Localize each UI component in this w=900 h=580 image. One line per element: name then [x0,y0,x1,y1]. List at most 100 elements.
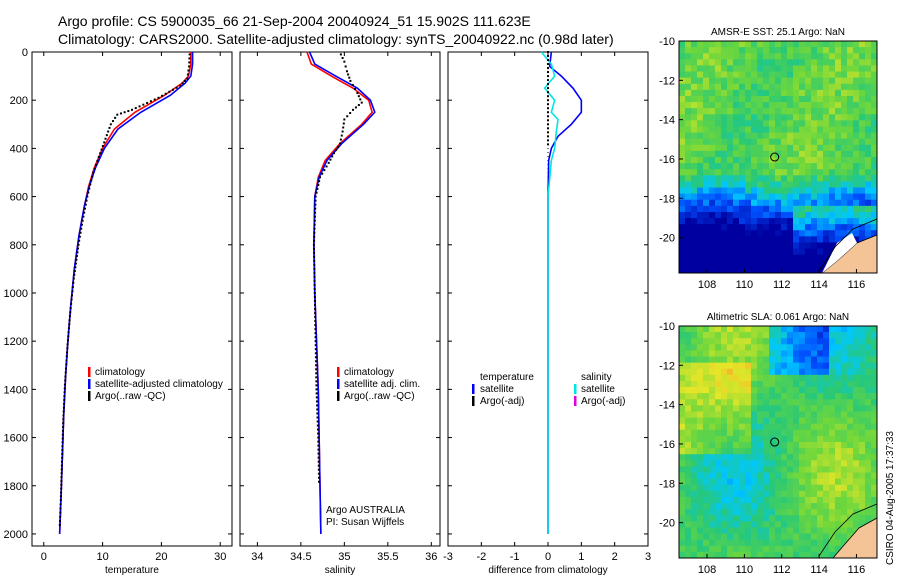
argo-point [327,161,330,164]
argo-point [314,348,317,351]
argo-point [89,183,92,186]
argo-point [313,279,316,282]
argo-point [547,119,549,122]
argo-point [179,84,182,87]
argo-point [87,191,90,194]
argo-point [96,159,99,162]
argo-point [317,452,320,455]
argo-point [69,311,72,314]
argo-point [317,436,320,439]
argo-point [547,75,549,78]
y-tick-label: 1200 [4,336,28,348]
argo-point [313,219,316,222]
argo-point [323,169,326,172]
argo-point [58,519,61,522]
argo-point [60,472,63,475]
x-tick-label: 112 [773,564,791,576]
legend-label: satellite [480,384,514,395]
argo-point [77,243,80,246]
argo-point [61,456,64,459]
argo-point [317,468,320,471]
argo-point [334,148,337,151]
argo-point [314,352,317,355]
legend-label: Argo(-adj) [480,396,524,407]
y-tick-label: 1800 [4,481,28,493]
argo-point [547,55,549,58]
argo-point [123,111,126,114]
argo-point [63,398,66,401]
argo-point [80,223,83,226]
argo-point [83,207,86,210]
argo-point [61,452,64,455]
x-tick-label: -2 [476,551,486,563]
argo-point [66,351,69,354]
argo-point [79,231,82,234]
argo-point [313,300,316,303]
argo-point [354,106,357,109]
series-line-salinity-satellite [540,51,559,534]
title-line-1: Argo profile: CS 5900035_66 21-Sep-2004 … [58,13,531,29]
argo-point [66,339,69,342]
y-tick-label: -16 [659,154,675,166]
argo-point [60,483,63,486]
x-tick-label: 35.5 [377,551,398,563]
legend-swatch [88,379,91,389]
argo-point [317,472,320,475]
x-tick-label: 114 [810,279,828,291]
argo-point [547,139,549,142]
argo-point [70,302,73,305]
legend-label: climatology [344,367,394,378]
argo-point [547,143,549,146]
map-frame [678,40,878,274]
argo-point [314,304,316,307]
argo-point [317,460,320,463]
argo-point [360,101,363,104]
argo-point [315,388,318,391]
argo-point [317,444,320,447]
legend-swatch [337,379,340,389]
argo-point [60,487,63,490]
argo-point [314,316,317,319]
argo-point [321,172,324,175]
argo-point [315,368,318,371]
argo-point [316,404,319,407]
argo-point [313,263,316,266]
x-tick-label: 112 [773,279,791,291]
argo-point [317,456,320,459]
argo-point [314,340,317,343]
x-tick-label: 34 [251,551,263,563]
argo-point [188,65,191,68]
y-tick-label: 2000 [4,529,28,541]
argo-point [547,103,549,106]
argo-point [547,99,549,102]
argo-point [78,235,81,238]
y-tick-label: -10 [659,321,675,333]
x-tick-label: 30 [214,551,226,563]
y-tick-label: -16 [659,439,675,451]
argo-point [61,449,64,452]
bathymetry-contour [818,503,878,557]
argo-point [168,90,171,93]
argo-point [60,476,63,479]
map-field [679,326,878,559]
argo-point [313,267,316,270]
argo-point [90,179,93,182]
argo-point [343,60,346,63]
argo-point [78,239,81,242]
x-tick-label: 36 [425,551,437,563]
argo-point [315,372,318,375]
argo-point [60,468,63,471]
argo-point [188,61,191,64]
argo-point [312,243,315,246]
argo-point [65,355,68,358]
map-frame [678,325,878,559]
argo-point [72,281,75,284]
argo-point [92,171,95,174]
argo-point [62,414,65,417]
argo-point [97,156,100,159]
argo-point [318,180,321,183]
argo-point [134,107,137,110]
no-data-region [822,233,857,273]
argo-point [340,134,343,137]
argo-point [314,312,317,315]
